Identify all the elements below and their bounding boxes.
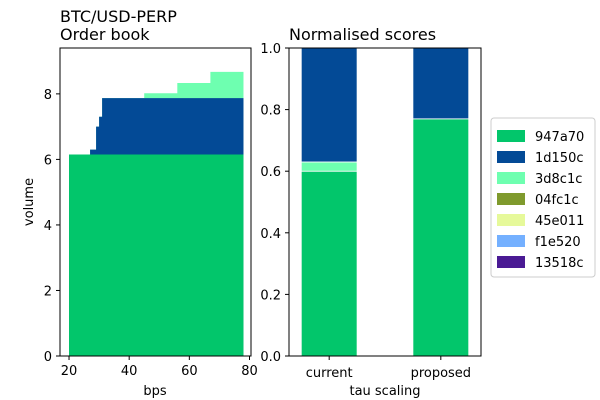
y-tick-label: 2 xyxy=(44,284,52,299)
legend-label: 1d150c xyxy=(535,151,583,166)
order-book-subtitle: Order book xyxy=(60,25,150,44)
legend-label: f1e520 xyxy=(535,235,581,250)
scores-title: Normalised scores xyxy=(289,25,436,44)
order-book-x-ticks: 20 40 60 80 xyxy=(61,356,258,379)
scores-axes-frame xyxy=(288,47,482,357)
x-tick-label: 80 xyxy=(241,364,258,379)
legend-label: 04fc1c xyxy=(535,193,579,208)
legend-swatch xyxy=(497,151,525,163)
bar-proposed-947a70 xyxy=(412,118,470,357)
y-tick-label: 1.0 xyxy=(260,42,281,57)
x-tick-label: current xyxy=(306,366,353,381)
x-tick-label: 20 xyxy=(61,364,78,379)
x-tick-label: 60 xyxy=(181,364,198,379)
legend-swatch xyxy=(497,193,525,205)
order-book-areas xyxy=(69,71,244,357)
legend-swatch xyxy=(497,130,525,142)
scores-chart: Normalised scores current proposed 0.0 0.2… xyxy=(260,25,482,399)
y-tick-label: 0.0 xyxy=(260,350,281,365)
legend-label: 45e011 xyxy=(535,214,584,229)
legend-label: 947a70 xyxy=(535,130,584,145)
legend-swatch xyxy=(497,214,525,226)
y-tick-label: 4 xyxy=(44,219,52,234)
y-tick-label: 0.8 xyxy=(260,104,281,119)
bar-current-3d8c1c xyxy=(300,161,358,172)
order-book-axes-frame xyxy=(59,47,252,357)
bar-current-947a70 xyxy=(300,170,358,357)
scores-y-ticks: 0.0 0.2 0.4 0.6 0.8 1.0 xyxy=(260,42,289,365)
order-book-x-label: bps xyxy=(143,384,167,399)
order-book-chart: BTC/USD-PERP Order book 20 40 60 80 0 2 4 6 8 b… xyxy=(22,7,258,399)
bar-current-1d150c xyxy=(300,47,358,163)
order-book-y-ticks: 0 2 4 6 8 xyxy=(44,88,60,365)
legend-swatch xyxy=(497,256,525,268)
legend-label: 13518c xyxy=(535,256,584,271)
scores-bars xyxy=(300,47,470,357)
scores-x-label: tau scaling xyxy=(349,384,420,399)
y-tick-label: 0.2 xyxy=(260,288,281,303)
order-book-y-label: volume xyxy=(22,178,37,226)
legend-swatch xyxy=(497,172,525,184)
legend-label: 3d8c1c xyxy=(535,172,582,187)
legend-entries: 947a70 1d150c 3d8c1c 04fc1c 45e011 f1e520 1351… xyxy=(497,130,584,271)
scores-x-ticks: current proposed xyxy=(306,356,471,381)
x-tick-label: 40 xyxy=(121,364,138,379)
y-tick-label: 0 xyxy=(44,350,52,365)
y-tick-label: 6 xyxy=(44,153,52,168)
x-tick-label: proposed xyxy=(411,366,472,381)
order-book-title: BTC/USD-PERP xyxy=(60,7,177,26)
y-tick-label: 0.4 xyxy=(260,227,281,242)
y-tick-label: 0.6 xyxy=(260,165,281,180)
area-947a70 xyxy=(69,154,244,356)
legend: 947a70 1d150c 3d8c1c 04fc1c 45e011 f1e520 1351… xyxy=(490,117,596,278)
y-tick-label: 8 xyxy=(44,88,52,103)
legend-swatch xyxy=(497,235,525,247)
bar-proposed-1d150c xyxy=(412,47,470,120)
